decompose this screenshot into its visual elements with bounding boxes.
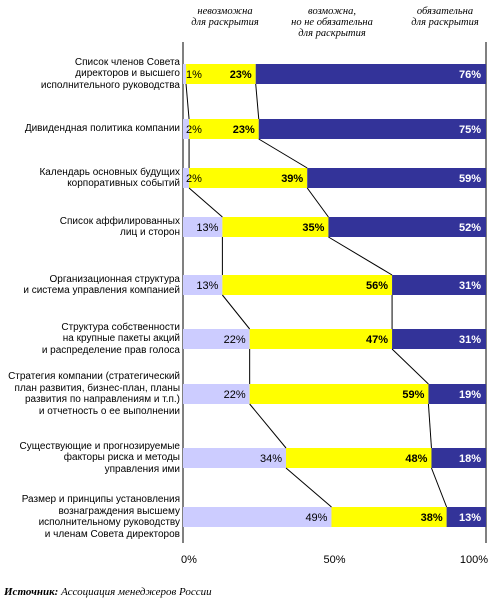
category-label-7: Стратегия компании (стратегический план … <box>8 371 180 417</box>
x-tick-label-3: 100% <box>460 554 488 566</box>
bar-possible-1 <box>186 64 256 84</box>
connector-line-2-6 <box>391 348 429 385</box>
bar-mandatory-9 <box>446 507 486 527</box>
bar-possible-5 <box>222 275 393 295</box>
connector-line-2-7 <box>427 403 432 449</box>
label-mandatory-5: 31% <box>459 280 481 292</box>
label-possible-5: 56% <box>366 280 388 292</box>
label-possible-6: 47% <box>366 334 388 346</box>
bar-impossible-5 <box>183 275 223 295</box>
source-text: Ассоциация менеджеров России <box>58 586 212 598</box>
bar-impossible-3 <box>183 168 190 188</box>
label-impossible-5: 13% <box>196 280 218 292</box>
label-impossible-2: 2% <box>186 124 202 136</box>
label-possible-8: 48% <box>405 453 427 465</box>
header-mandatory: обязательна для раскрытия <box>411 6 479 28</box>
category-label-2: Дивидендная политика компании <box>24 123 180 135</box>
bar-mandatory-1 <box>255 64 486 84</box>
label-mandatory-9: 13% <box>459 512 481 524</box>
label-possible-2: 23% <box>233 124 255 136</box>
bar-impossible-8 <box>183 448 287 468</box>
label-mandatory-2: 75% <box>459 124 481 136</box>
bar-possible-8 <box>286 448 432 468</box>
bar-mandatory-8 <box>431 448 486 468</box>
bar-possible-9 <box>331 507 447 527</box>
label-possible-4: 35% <box>302 222 324 234</box>
x-tick-label-1: 0% <box>181 554 197 566</box>
connector-line-2-1 <box>255 83 260 120</box>
bar-possible-6 <box>249 329 393 349</box>
bar-impossible-9 <box>183 507 332 527</box>
label-impossible-7: 22% <box>224 389 246 401</box>
bar-mandatory-4 <box>328 217 486 237</box>
connector-line-1-7 <box>249 403 287 449</box>
bar-mandatory-5 <box>392 275 486 295</box>
bar-mandatory-2 <box>258 119 486 139</box>
connector-line-2-8 <box>430 467 448 508</box>
source-footer: Источник: Ассоциация менеджеров России <box>4 586 212 598</box>
label-mandatory-4: 52% <box>459 222 481 234</box>
header-possible: возможна, но не обязательна для раскрыти… <box>291 6 373 39</box>
category-label-5: Организационная структура и система упра… <box>23 273 180 297</box>
source-label: Источник: <box>4 586 59 598</box>
label-possible-3: 39% <box>281 173 303 185</box>
bar-impossible-6 <box>183 329 250 349</box>
label-mandatory-8: 18% <box>459 453 481 465</box>
bar-mandatory-7 <box>428 384 486 404</box>
bar-possible-7 <box>249 384 429 404</box>
category-label-1: Список членов Совета директоров и высшег… <box>40 56 180 91</box>
connector-line-1-1 <box>185 83 190 120</box>
label-possible-9: 38% <box>421 512 443 524</box>
category-label-3: Календарь основных будущих корпоративных… <box>39 166 180 190</box>
bar-impossible-1 <box>183 64 187 84</box>
label-mandatory-6: 31% <box>459 334 481 346</box>
category-label-4: Список аффилированных лиц и сторон <box>59 215 180 239</box>
bar-mandatory-6 <box>392 329 486 349</box>
header-impossible: невозможна для раскрытия <box>191 6 259 28</box>
connector-line-1-5 <box>221 294 251 330</box>
category-label-9: Размер и принципы установления вознаграж… <box>21 494 180 540</box>
label-mandatory-3: 59% <box>459 173 481 185</box>
connector-line-2-4 <box>328 236 393 276</box>
label-impossible-4: 13% <box>196 222 218 234</box>
label-impossible-9: 49% <box>305 512 327 524</box>
label-impossible-1: 1% <box>186 69 202 81</box>
category-label-8: Существующие и прогнозируемые факторы ри… <box>19 440 180 475</box>
bar-mandatory-3 <box>307 168 486 188</box>
x-tick-label-2: 50% <box>323 554 345 566</box>
bar-possible-4 <box>222 217 329 237</box>
bar-impossible-2 <box>183 119 190 139</box>
connector-line-1-8 <box>285 467 332 508</box>
connector-line-2-2 <box>258 138 308 169</box>
label-possible-1: 23% <box>230 69 252 81</box>
bar-possible-3 <box>189 168 308 188</box>
bar-possible-2 <box>189 119 259 139</box>
category-label-6: Структура собственности на крупные пакет… <box>41 321 180 356</box>
label-possible-7: 59% <box>402 389 424 401</box>
bar-impossible-4 <box>183 217 223 237</box>
label-impossible-8: 34% <box>260 453 282 465</box>
bar-impossible-7 <box>183 384 250 404</box>
connector-line-1-3 <box>188 187 223 218</box>
label-mandatory-1: 76% <box>459 69 481 81</box>
label-mandatory-7: 19% <box>459 389 481 401</box>
label-impossible-3: 2% <box>186 173 202 185</box>
label-impossible-6: 22% <box>224 334 246 346</box>
connector-line-2-3 <box>306 187 329 218</box>
